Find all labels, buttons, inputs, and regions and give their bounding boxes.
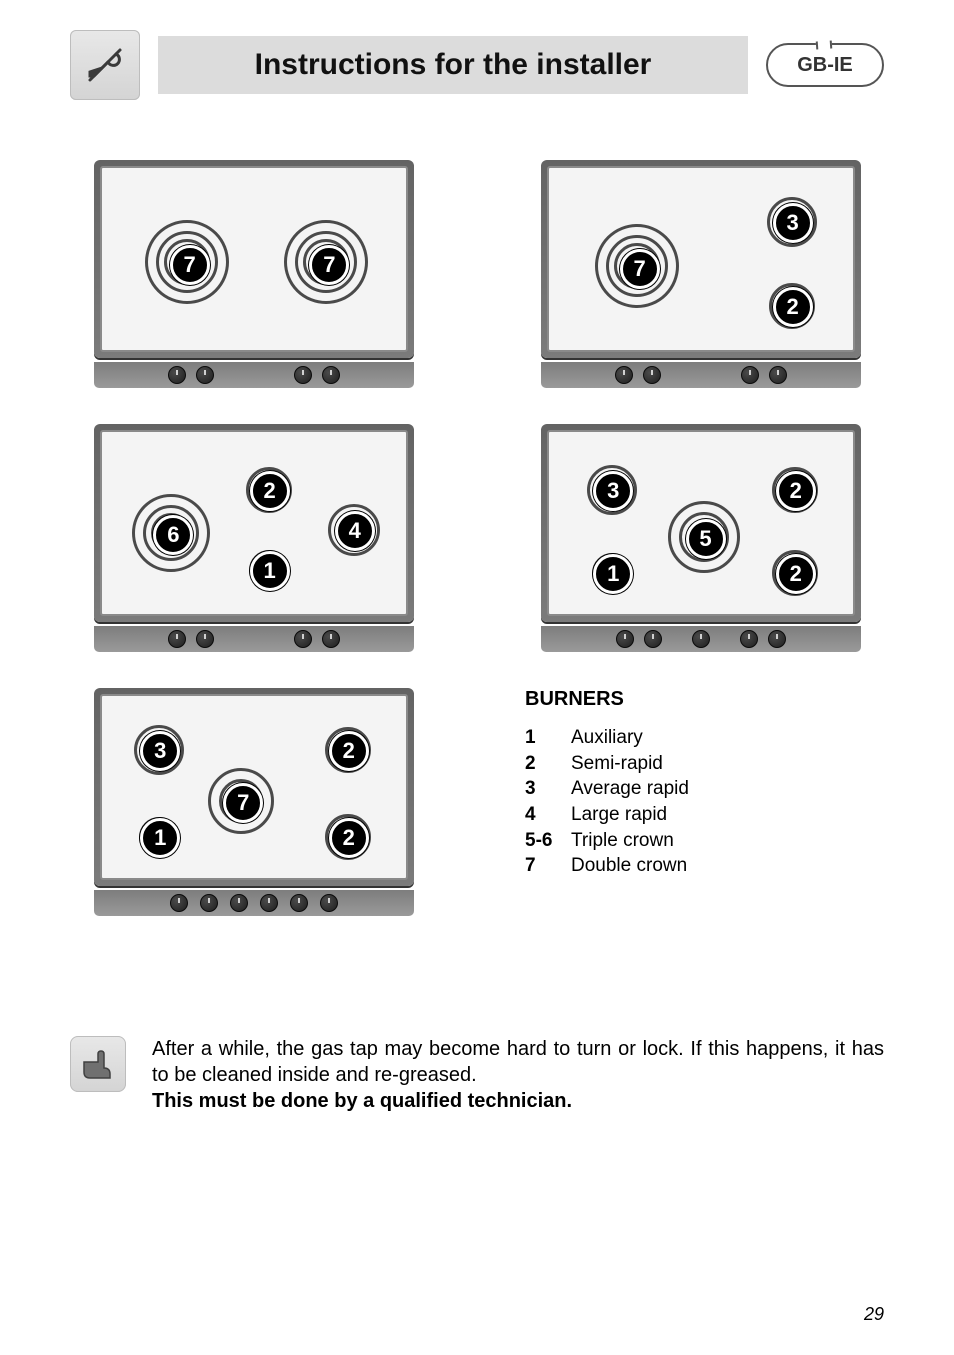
legend-row: 7Double crown <box>525 853 884 879</box>
hob-panel-a: 7 7 <box>94 160 414 388</box>
knob-strip <box>94 626 414 652</box>
burner-badge: 7 <box>620 249 660 289</box>
burner-badge: 2 <box>329 818 369 858</box>
hob-panel-b: 7 3 2 <box>541 160 861 388</box>
burner-badge: 5 <box>686 519 726 559</box>
burner-badge: 3 <box>140 731 180 771</box>
hob-panel-c: 6 2 1 4 <box>94 424 414 652</box>
legend-row: 4Large rapid <box>525 802 884 828</box>
burner-badge: 2 <box>250 471 290 511</box>
note-block: After a while, the gas tap may become ha… <box>70 1036 884 1114</box>
diagram-grid: 7 7 7 3 <box>70 160 884 916</box>
knob-strip <box>541 626 861 652</box>
knob-strip <box>541 362 861 388</box>
burner-badge: 3 <box>593 471 633 511</box>
pointing-hand-icon <box>70 1036 126 1092</box>
knob-strip <box>94 890 414 916</box>
burner-badge: 3 <box>773 203 813 243</box>
burner-badge: 1 <box>593 554 633 594</box>
page-title: Instructions for the installer <box>255 48 652 82</box>
burner-badge: 7 <box>170 245 210 285</box>
legend-title: BURNERS <box>525 688 884 711</box>
burner-badge: 2 <box>773 287 813 327</box>
burner-badge: 7 <box>223 783 263 823</box>
burner-badge: 2 <box>776 471 816 511</box>
region-badge: GB-IE <box>766 43 884 87</box>
knob-strip <box>94 362 414 388</box>
page-title-bar: Instructions for the installer <box>158 36 748 94</box>
burner-badge: 4 <box>335 511 375 551</box>
burner-badge: 1 <box>140 818 180 858</box>
note-text: After a while, the gas tap may become ha… <box>152 1036 884 1114</box>
note-line2: This must be done by a qualified technic… <box>152 1090 572 1112</box>
page: Instructions for the installer GB-IE 7 7 <box>0 0 954 1355</box>
region-badge-text: GB-IE <box>797 54 853 77</box>
burners-legend: BURNERS 1Auxiliary 2Semi-rapid 3Average … <box>517 688 884 916</box>
page-header: Instructions for the installer GB-IE <box>70 30 884 100</box>
legend-row: 2Semi-rapid <box>525 751 884 777</box>
burner-badge: 2 <box>776 554 816 594</box>
page-number: 29 <box>864 1304 884 1325</box>
legend-row: 3Average rapid <box>525 776 884 802</box>
tools-icon <box>70 30 140 100</box>
note-line1: After a while, the gas tap may become ha… <box>152 1038 884 1086</box>
hob-panel-d: 5 3 1 2 2 <box>541 424 861 652</box>
burner-badge: 1 <box>250 551 290 591</box>
hob-panel-e: 7 3 1 2 2 <box>94 688 414 916</box>
legend-row: 5-6Triple crown <box>525 828 884 854</box>
burner-badge: 2 <box>329 731 369 771</box>
legend-row: 1Auxiliary <box>525 725 884 751</box>
